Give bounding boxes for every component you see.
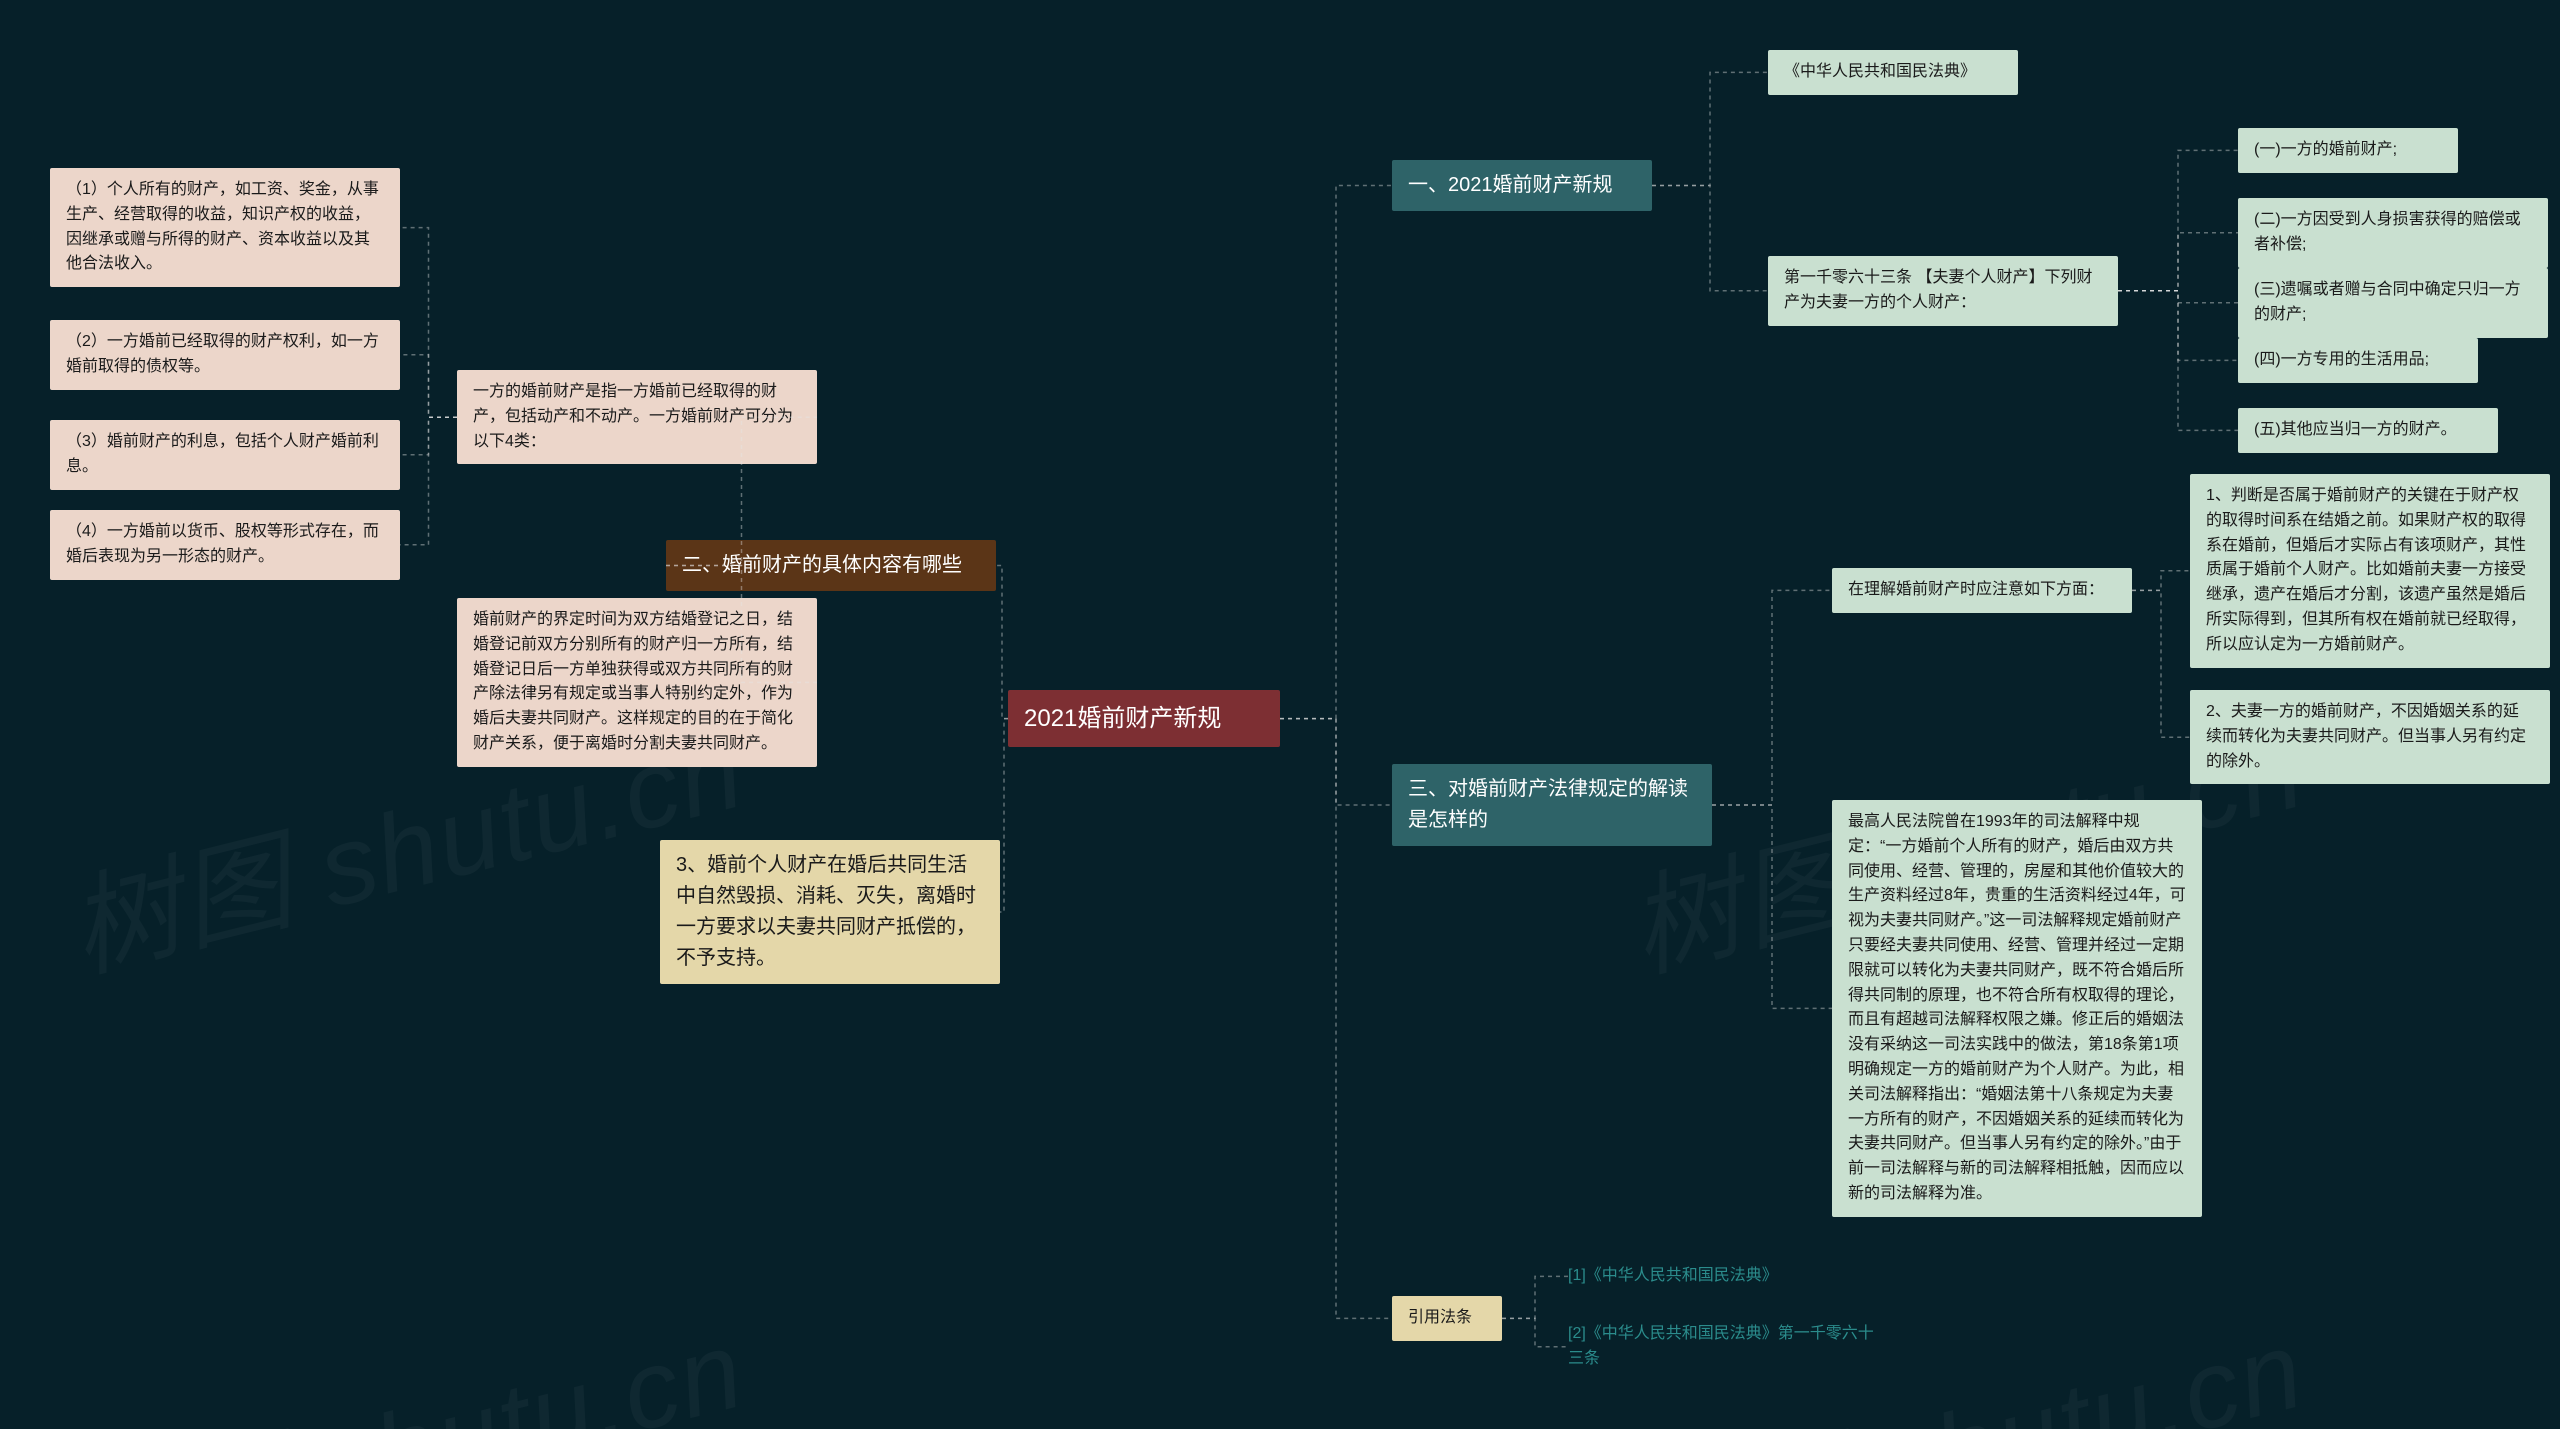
node-label: （4）一方婚前以货币、股权等形式存在，而婚后表现为另一形态的财产。: [66, 523, 379, 565]
node-label: 二、婚前财产的具体内容有哪些: [682, 554, 962, 576]
node-label: 3、婚前个人财产在婚后共同生活中自然毁损、消耗、灭失，离婚时一方要求以夫妻共同财…: [676, 854, 976, 969]
node-label: (二)一方因受到人身损害获得的赔偿或者补偿;: [2254, 211, 2521, 253]
node-n3[interactable]: 三、对婚前财产法律规定的解读是怎样的: [1392, 764, 1712, 846]
node-label: 1、判断是否属于婚前财产的关键在于财产权的取得时间系在结婚之前。如果财产权的取得…: [2206, 487, 2526, 653]
watermark: 树图 shutu.cn: [51, 1279, 758, 1429]
node-n1b1[interactable]: (一)一方的婚前财产;: [2238, 128, 2458, 173]
node-label: (三)遗嘱或者赠与合同中确定只归一方的财产;: [2254, 281, 2521, 323]
node-n4a[interactable]: [1]《中华人民共和国民法典》: [1568, 1260, 1868, 1293]
node-label: [1]《中华人民共和国民法典》: [1568, 1267, 1778, 1284]
node-root[interactable]: 2021婚前财产新规: [1008, 690, 1280, 747]
node-n2a4[interactable]: （4）一方婚前以货币、股权等形式存在，而婚后表现为另一形态的财产。: [50, 510, 400, 580]
node-label: 2021婚前财产新规: [1024, 705, 1221, 732]
node-n3b[interactable]: 最高人民法院曾在1993年的司法解释中规定：“一方婚前个人所有的财产，婚后由双方…: [1832, 800, 2202, 1217]
node-label: (四)一方专用的生活用品;: [2254, 351, 2429, 368]
node-label: 一、2021婚前财产新规: [1408, 174, 1613, 196]
node-n1b4[interactable]: (四)一方专用的生活用品;: [2238, 338, 2478, 383]
node-n1b[interactable]: 第一千零六十三条 【夫妻个人财产】下列财产为夫妻一方的个人财产：: [1768, 256, 2118, 326]
node-n3a1[interactable]: 1、判断是否属于婚前财产的关键在于财产权的取得时间系在结婚之前。如果财产权的取得…: [2190, 474, 2550, 668]
node-n1b2[interactable]: (二)一方因受到人身损害获得的赔偿或者补偿;: [2238, 198, 2548, 268]
node-n2a3[interactable]: （3）婚前财产的利息，包括个人财产婚前利息。: [50, 420, 400, 490]
node-n2[interactable]: 二、婚前财产的具体内容有哪些: [666, 540, 996, 591]
node-n4[interactable]: 引用法条: [1392, 1296, 1502, 1341]
node-label: 2、夫妻一方的婚前财产，不因婚姻关系的延续而转化为夫妻共同财产。但当事人另有约定…: [2206, 703, 2526, 770]
node-label: 在理解婚前财产时应注意如下方面：: [1848, 581, 2104, 598]
node-n1b5[interactable]: (五)其他应当归一方的财产。: [2238, 408, 2498, 453]
node-label: 一方的婚前财产是指一方婚前已经取得的财产，包括动产和不动产。一方婚前财产可分为以…: [473, 383, 793, 450]
node-label: 《中华人民共和国民法典》: [1784, 63, 1976, 80]
node-n2a1[interactable]: （1）个人所有的财产，如工资、奖金，从事生产、经营取得的收益，知识产权的收益，因…: [50, 168, 400, 287]
node-label: (五)其他应当归一方的财产。: [2254, 421, 2457, 438]
node-n2b[interactable]: 婚前财产的界定时间为双方结婚登记之日，结婚登记前双方分别所有的财产归一方所有，结…: [457, 598, 817, 767]
node-n2c[interactable]: 3、婚前个人财产在婚后共同生活中自然毁损、消耗、灭失，离婚时一方要求以夫妻共同财…: [660, 840, 1000, 984]
node-label: 第一千零六十三条 【夫妻个人财产】下列财产为夫妻一方的个人财产：: [1784, 269, 2092, 311]
node-n2a[interactable]: 一方的婚前财产是指一方婚前已经取得的财产，包括动产和不动产。一方婚前财产可分为以…: [457, 370, 817, 464]
node-label: （3）婚前财产的利息，包括个人财产婚前利息。: [66, 433, 379, 475]
node-label: （1）个人所有的财产，如工资、奖金，从事生产、经营取得的收益，知识产权的收益，因…: [66, 181, 379, 272]
node-label: (一)一方的婚前财产;: [2254, 141, 2397, 158]
node-label: 最高人民法院曾在1993年的司法解释中规定：“一方婚前个人所有的财产，婚后由双方…: [1848, 813, 2186, 1202]
node-n1a[interactable]: 《中华人民共和国民法典》: [1768, 50, 2018, 95]
node-n2a2[interactable]: （2）一方婚前已经取得的财产权利，如一方婚前取得的债权等。: [50, 320, 400, 390]
node-label: 三、对婚前财产法律规定的解读是怎样的: [1408, 778, 1688, 831]
node-label: 引用法条: [1408, 1309, 1472, 1326]
node-n3a[interactable]: 在理解婚前财产时应注意如下方面：: [1832, 568, 2132, 613]
mindmap-canvas: 树图 shutu.cn树图 shutu.cn树图 shutu.cn树图 shut…: [0, 0, 2560, 1429]
node-n3a2[interactable]: 2、夫妻一方的婚前财产，不因婚姻关系的延续而转化为夫妻共同财产。但当事人另有约定…: [2190, 690, 2550, 784]
node-n1b3[interactable]: (三)遗嘱或者赠与合同中确定只归一方的财产;: [2238, 268, 2548, 338]
node-label: 婚前财产的界定时间为双方结婚登记之日，结婚登记前双方分别所有的财产归一方所有，结…: [473, 611, 793, 752]
node-n4b[interactable]: [2]《中华人民共和国民法典》第一千零六十三条: [1568, 1318, 1888, 1376]
node-label: （2）一方婚前已经取得的财产权利，如一方婚前取得的债权等。: [66, 333, 379, 375]
node-n1[interactable]: 一、2021婚前财产新规: [1392, 160, 1652, 211]
node-label: [2]《中华人民共和国民法典》第一千零六十三条: [1568, 1325, 1874, 1367]
